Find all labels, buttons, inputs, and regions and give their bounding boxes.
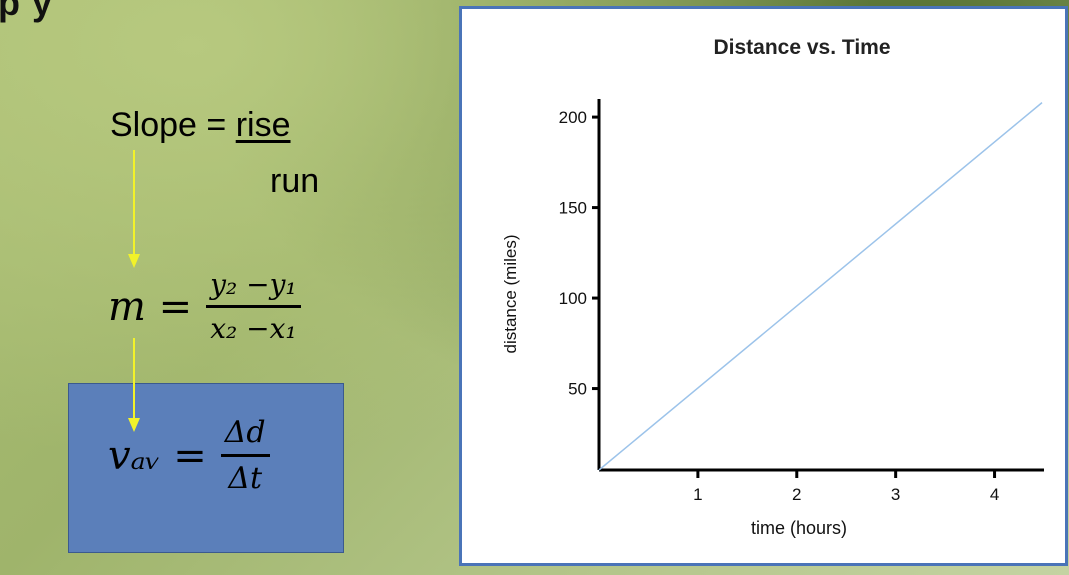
velocity-fraction: Δd Δt: [220, 415, 270, 496]
slope-label: Slope =: [110, 106, 236, 144]
x-tick-label: 4: [990, 485, 999, 504]
velocity-formula: vₐᵥ = Δd Δt: [108, 415, 270, 496]
slope-formula: m = y₂ −y₁ x₂ −x₁: [108, 268, 301, 345]
distance-time-chart: Distance vs. Time distance (miles) time …: [501, 36, 1044, 538]
y-tick-label: 150: [559, 199, 587, 218]
slope-denominator: x₂ −x₁: [210, 312, 297, 345]
ticks: 50 100 150 200 1 2 3 4: [559, 108, 1000, 504]
y-tick-label: 50: [568, 380, 587, 399]
m-lhs: m =: [108, 283, 193, 330]
chart-panel: Distance vs. Time distance (miles) time …: [459, 6, 1068, 566]
slope-numerator: y₂ −y₁: [210, 268, 297, 301]
slope-fraction: y₂ −y₁ x₂ −x₁: [206, 268, 301, 345]
y-axis-label: distance (miles): [501, 234, 520, 353]
v-lhs: vₐᵥ =: [108, 432, 207, 479]
axes: [597, 99, 1044, 472]
formula-panel: Slope = rise run m = y₂ −y₁ x₂ −x₁ vₐᵥ =…: [0, 0, 450, 575]
x-tick-label: 2: [792, 485, 801, 504]
distance-series-line: [598, 102, 1043, 471]
velocity-numerator: Δd: [224, 415, 266, 450]
slope-equation: Slope = rise: [110, 106, 291, 145]
y-tick-label: 200: [559, 108, 587, 127]
x-tick-label: 3: [891, 485, 900, 504]
velocity-box: [68, 383, 344, 553]
x-tick-label: 1: [693, 485, 702, 504]
fraction-bar: [206, 305, 301, 308]
y-tick-label: 100: [559, 289, 587, 308]
velocity-denominator: Δt: [228, 461, 263, 496]
x-axis-label: time (hours): [751, 518, 847, 538]
fraction-bar: [220, 454, 270, 457]
down-arrow-icon: [128, 150, 140, 268]
series: [598, 102, 1043, 471]
down-arrow-icon: [128, 338, 140, 432]
chart-title: Distance vs. Time: [713, 36, 890, 59]
run-label: run: [270, 162, 320, 200]
rise-label: rise: [235, 106, 291, 144]
